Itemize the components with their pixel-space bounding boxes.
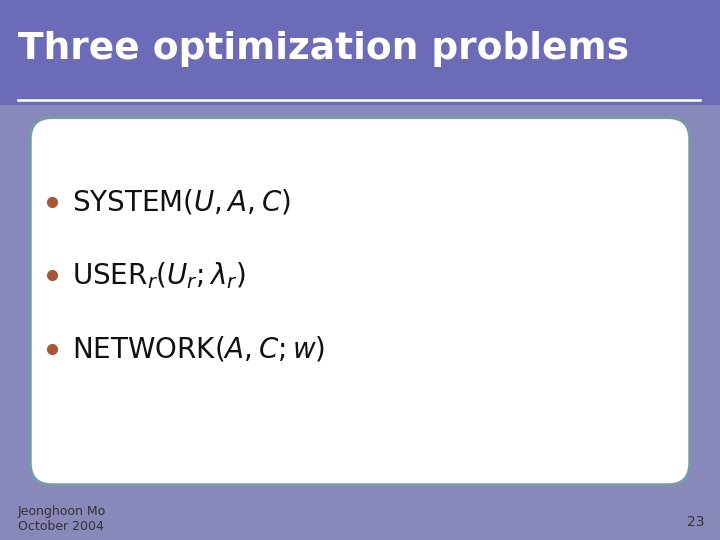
Bar [0, 0, 720, 105]
Text: $\mathrm{NETWORK}(\mathit{A},\mathit{C};w)$: $\mathrm{NETWORK}(\mathit{A},\mathit{C};… [72, 334, 325, 363]
Text: Jeonghoon Mo: Jeonghoon Mo [18, 505, 107, 518]
Text: $\mathrm{USER}_r(U_r;\lambda_r)$: $\mathrm{USER}_r(U_r;\lambda_r)$ [72, 260, 246, 291]
Text: 23: 23 [688, 515, 705, 529]
FancyBboxPatch shape [30, 117, 690, 485]
Text: $\mathrm{SYSTEM}(U,\mathit{A},\mathit{C})$: $\mathrm{SYSTEM}(U,\mathit{A},\mathit{C}… [72, 187, 291, 217]
Text: Three optimization problems: Three optimization problems [18, 31, 629, 66]
Text: October 2004: October 2004 [18, 519, 104, 532]
